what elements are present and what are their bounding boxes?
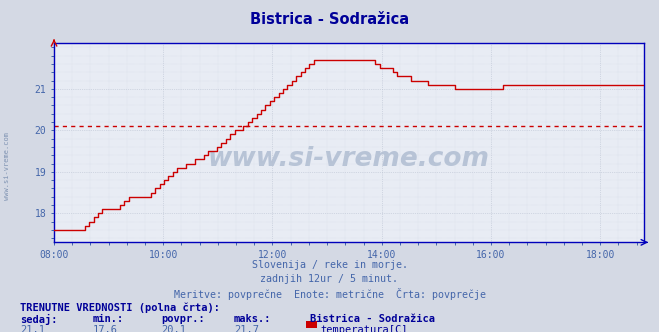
Text: maks.:: maks.: bbox=[234, 314, 272, 324]
Text: Slovenija / reke in morje.: Slovenija / reke in morje. bbox=[252, 260, 407, 270]
Text: 17,6: 17,6 bbox=[92, 325, 117, 332]
Text: zadnjih 12ur / 5 minut.: zadnjih 12ur / 5 minut. bbox=[260, 274, 399, 284]
Text: min.:: min.: bbox=[92, 314, 123, 324]
Text: 21,1: 21,1 bbox=[20, 325, 45, 332]
Text: 20,1: 20,1 bbox=[161, 325, 186, 332]
Text: www.si-vreme.com: www.si-vreme.com bbox=[208, 146, 490, 172]
Text: Meritve: povprečne  Enote: metrične  Črta: povprečje: Meritve: povprečne Enote: metrične Črta:… bbox=[173, 288, 486, 300]
Text: TRENUTNE VREDNOSTI (polna črta):: TRENUTNE VREDNOSTI (polna črta): bbox=[20, 303, 219, 313]
Text: sedaj:: sedaj: bbox=[20, 314, 57, 325]
Text: Bistrica - Sodražica: Bistrica - Sodražica bbox=[310, 314, 435, 324]
Text: povpr.:: povpr.: bbox=[161, 314, 205, 324]
Text: Bistrica - Sodražica: Bistrica - Sodražica bbox=[250, 12, 409, 27]
Text: temperatura[C]: temperatura[C] bbox=[320, 325, 408, 332]
Text: 21,7: 21,7 bbox=[234, 325, 259, 332]
Text: www.si-vreme.com: www.si-vreme.com bbox=[4, 132, 11, 200]
